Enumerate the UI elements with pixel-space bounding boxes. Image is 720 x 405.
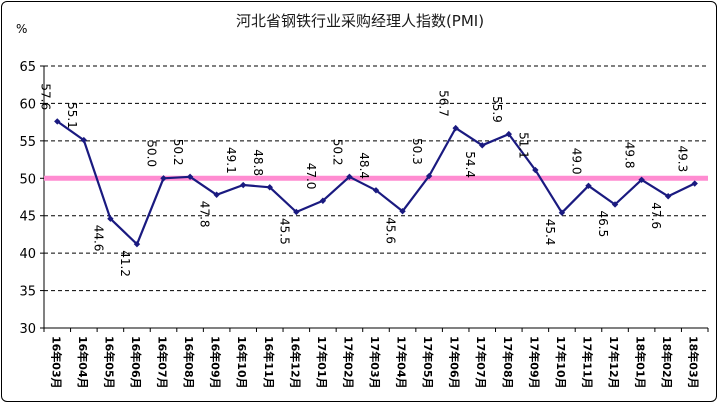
data-label: 50.2: [330, 139, 344, 166]
data-point: [691, 180, 698, 187]
data-point: [505, 130, 512, 138]
data-label: 47.6: [649, 202, 663, 229]
y-tick-label: 55: [19, 135, 36, 150]
pmi-series: [54, 118, 698, 248]
data-label: 49.1: [224, 147, 238, 174]
x-tick-label: 17年11月: [581, 336, 595, 389]
x-tick-label: 18年02月: [660, 336, 674, 389]
data-point: [160, 175, 167, 182]
data-label: 49.0: [570, 148, 584, 175]
x-tick-label: 17年09月: [527, 336, 541, 389]
x-tick-label: 18年01月: [634, 336, 648, 389]
data-label: 45.5: [277, 218, 291, 245]
data-point: [186, 173, 194, 180]
data-label: 54.4: [463, 151, 477, 178]
data-label: 57.6: [38, 83, 52, 110]
data-label: 50.2: [171, 139, 185, 166]
y-tick-label: 35: [19, 285, 36, 300]
data-point: [213, 191, 220, 198]
data-point: [54, 118, 61, 125]
x-tick-label: 17年12月: [607, 336, 621, 389]
data-point: [664, 193, 672, 200]
x-tick-label: 17年04月: [395, 336, 409, 389]
data-point: [80, 136, 88, 144]
x-tick-label: 17年03月: [368, 336, 382, 389]
x-tick-label: 16年10月: [235, 336, 249, 389]
x-tick-label: 16年05月: [102, 336, 116, 389]
data-label: 48.8: [251, 149, 265, 176]
data-label: 46.5: [596, 211, 610, 238]
chart-title: 河北省钢铁行业采购经理人指数(PMI): [235, 12, 485, 30]
data-point: [240, 181, 247, 189]
axes: [40, 65, 709, 332]
x-tick-label: 16年07月: [156, 336, 170, 389]
x-tick-label: 16年12月: [288, 336, 302, 389]
data-label: 49.3: [676, 146, 690, 173]
data-label: 45.6: [384, 217, 398, 244]
x-tick-label: 17年08月: [501, 336, 515, 389]
y-tick-label: 60: [19, 97, 36, 112]
x-tick-label: 17年02月: [341, 336, 355, 389]
x-tick-label: 16年09月: [209, 336, 223, 389]
data-label: 55.9: [490, 96, 504, 123]
data-point: [479, 142, 486, 149]
x-tick-label: 17年01月: [315, 336, 329, 389]
y-tick-label: 65: [19, 60, 36, 75]
data-label: 56.7: [437, 90, 451, 117]
data-point: [133, 240, 141, 248]
data-label: 50.3: [410, 138, 424, 165]
x-tick-label: 17年06月: [448, 336, 462, 389]
data-labels: 57.6 55.1 44.6 41.2 50.0 50.2 47.8 49.1 48.8 45.5…: [38, 83, 689, 277]
data-label: 50.0: [145, 140, 159, 167]
data-point: [266, 184, 273, 191]
data-point: [452, 124, 459, 132]
data-point: [558, 209, 566, 216]
y-tick-label: 45: [19, 210, 36, 225]
data-label: 55.1: [65, 102, 79, 129]
x-tick-label: 17年07月: [474, 336, 488, 389]
data-label: 45.4: [543, 219, 557, 246]
x-tick-label: 17年05月: [421, 336, 435, 389]
x-tick-label: 16年11月: [262, 336, 276, 389]
data-point: [611, 201, 619, 208]
x-tick-label: 16年06月: [129, 336, 143, 389]
data-point: [107, 215, 114, 222]
data-label: 44.6: [91, 225, 105, 252]
y-tick-labels: 30 35 40 45 50 55 60 65: [19, 60, 36, 337]
data-label: 48.4: [357, 152, 371, 179]
y-tick-label: 30: [19, 322, 36, 337]
x-tick-label: 16年03月: [49, 336, 63, 389]
data-point: [532, 166, 539, 174]
data-point: [319, 197, 327, 204]
data-point: [585, 182, 592, 189]
y-axis-unit: %: [16, 22, 28, 36]
data-label: 51.1: [516, 132, 530, 159]
data-point: [346, 173, 353, 180]
data-label: 47.8: [198, 201, 212, 228]
y-tick-label: 40: [19, 247, 36, 262]
data-point: [425, 172, 433, 180]
data-point: [399, 208, 406, 215]
data-point: [372, 187, 380, 194]
x-tick-label: 16年08月: [182, 336, 196, 389]
x-tick-label: 16年04月: [76, 336, 90, 389]
data-point: [293, 208, 300, 216]
data-label: 47.0: [304, 163, 318, 190]
data-point: [638, 176, 645, 183]
x-tick-label: 18年03月: [687, 336, 701, 389]
data-label: 41.2: [118, 250, 132, 277]
data-label: 49.8: [623, 142, 637, 169]
x-tick-label: 17年10月: [554, 336, 568, 389]
y-tick-label: 50: [19, 172, 36, 187]
x-tick-labels: 16年03月 16年04月 16年05月 16年06月 16年07月 16年08月 16年0…: [49, 336, 700, 389]
